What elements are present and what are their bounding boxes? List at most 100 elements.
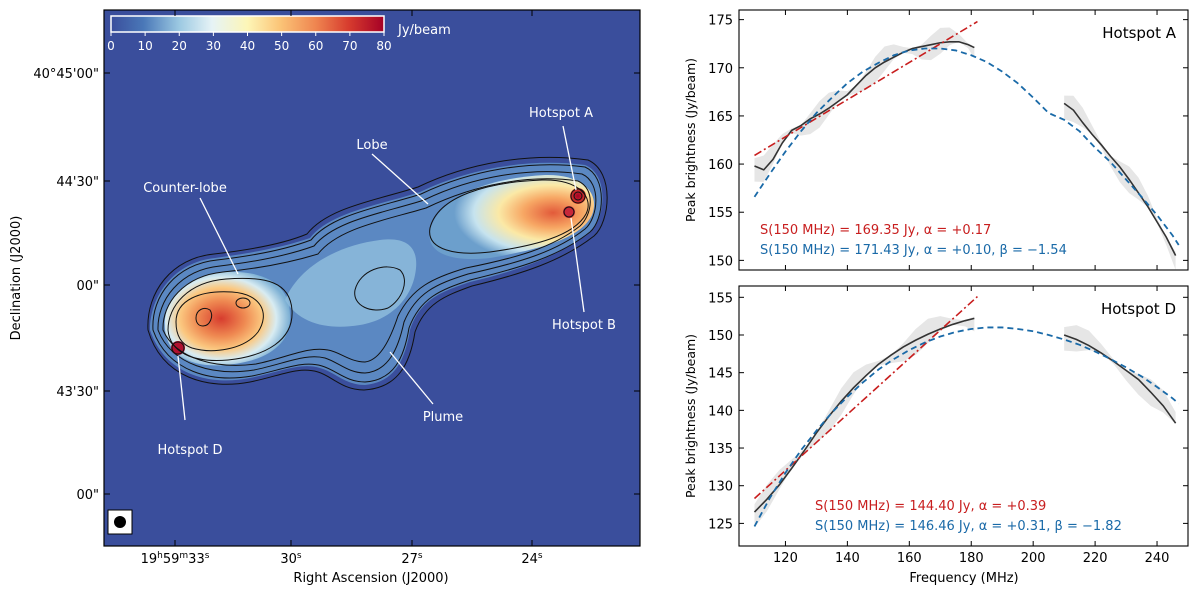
label-hotspot-a: Hotspot A — [529, 106, 593, 121]
hotspot-a-measured-low — [754, 40, 975, 171]
pointer-counter-lobe — [199, 197, 239, 275]
colorbar-tick-label-4: 40 — [240, 39, 255, 53]
xtick-label-2: 30s — [280, 551, 302, 567]
hotspot-a-frame — [738, 9, 1189, 271]
hotspot-a-ytick-label-5: 175 — [708, 14, 733, 29]
hotspot-d-ytick-label-2: 135 — [708, 442, 733, 457]
hotspot-d-xtick-label-1: 140 — [835, 551, 860, 566]
contour-bridge — [354, 266, 405, 311]
hotspot-d-ytick-label-5: 150 — [708, 329, 733, 344]
colorbar-gradient — [110, 15, 385, 33]
beam-ellipse — [114, 516, 126, 528]
bridge-emission — [285, 239, 417, 327]
hotspot-a-ytick-label-3: 165 — [708, 110, 733, 125]
hotspot-d-frame — [738, 285, 1189, 547]
ytick-label-2: 44'30" — [56, 175, 99, 190]
map-ytick-labels: 40°45'00" 44'30" 00" 43'30" 00" — [33, 67, 99, 503]
hotspot-d-xtick-label-3: 180 — [959, 551, 984, 566]
hotspot-d-curved-fit — [753, 326, 1180, 527]
pointer-plume — [389, 351, 434, 405]
hotspot-d-xtick-label-6: 240 — [1145, 551, 1170, 566]
spectrum-xlabel: Frequency (MHz) — [909, 571, 1018, 586]
xtick-label-1: 19h59m33s — [141, 551, 210, 567]
contour-hotspot-b — [563, 206, 575, 218]
hotspot-a-ytick-label-1: 155 — [708, 206, 733, 221]
label-plume: Plume — [423, 410, 463, 425]
ytick-label-1: 40°45'00" — [33, 67, 99, 82]
hotspot-d-xtick-label-0: 120 — [773, 551, 798, 566]
label-hotspot-d: Hotspot D — [157, 443, 222, 458]
ytick-label-5: 00" — [76, 488, 99, 503]
label-counter-lobe: Counter-lobe — [143, 181, 227, 196]
hotspot-d-measured-high — [1063, 334, 1177, 424]
contour-hotspot-a-inner — [573, 191, 583, 201]
label-hotspot-b: Hotspot B — [552, 318, 616, 333]
hotspot-a-ytick-label-2: 160 — [708, 158, 733, 173]
hotspot-a-title: Hotspot A — [1102, 24, 1177, 42]
hotspot-d-uncertainty-band-0 — [754, 316, 975, 528]
map-xtick-labels: 19h59m33s 30s 27s 24s — [141, 551, 543, 567]
hotspot-d-ytick-label-6: 155 — [708, 291, 733, 306]
spectrum-panel-hotspot-a: 150 155 160 165 170 175 Hotspot A Peak brightne… — [683, 9, 1189, 271]
map-axis-ticks — [104, 10, 640, 546]
hotspot-d-power-law-annotation: S(150 MHz) = 144.40 Jy, α = +0.39 — [815, 499, 1046, 514]
contour-level-6 — [429, 179, 589, 254]
colorbar-tick-label-6: 60 — [308, 39, 323, 53]
hotspot-d-uncertainty-band-1 — [1064, 325, 1176, 424]
contour-level-1 — [147, 156, 608, 391]
hotspot-d-measured-low — [753, 317, 975, 513]
pointer-hotspot-a — [562, 125, 577, 191]
colorbar-tick-label-8: 80 — [376, 39, 391, 53]
hotspot-b-emission — [563, 206, 575, 218]
map-frame — [103, 9, 641, 547]
hotspot-a-ylabel: Peak brightness (Jy/beam) — [683, 58, 698, 222]
contour-level-5 — [167, 277, 293, 361]
hotspot-d-curved-annotation: S(150 MHz) = 146.46 Jy, α = +0.31, β = −… — [815, 519, 1122, 534]
colorbar-tick-label-0: 0 — [107, 39, 115, 53]
hotspot-a-emission — [570, 188, 586, 204]
colorbar-tick-label-3: 30 — [206, 39, 221, 53]
pointer-hotspot-d — [177, 355, 186, 421]
hotspot-d-ylabel: Peak brightness (Jy/beam) — [683, 334, 698, 498]
colorbar-tick-label-2: 20 — [172, 39, 187, 53]
colorbar-tick-label-7: 70 — [342, 39, 357, 53]
contour-level-3 — [157, 171, 597, 374]
hotspot-d-xtick-label-2: 160 — [897, 551, 922, 566]
hotspot-a-uncertainty-band-0 — [754, 27, 975, 182]
ytick-label-4: 43'30" — [56, 385, 99, 400]
contour-hotspot-a — [570, 188, 586, 204]
hotspot-d-title: Hotspot D — [1101, 300, 1176, 318]
map-xlabel: Right Ascension (J2000) — [293, 571, 448, 586]
ytick-label-3: 00" — [76, 279, 99, 294]
hotspot-a-measured-high — [1063, 102, 1177, 256]
contours — [147, 156, 608, 391]
hotspot-d-ytick-label-0: 125 — [708, 517, 733, 532]
hotspot-a-power-law-fit — [754, 20, 978, 157]
contour-hotspot-d — [171, 341, 185, 355]
xtick-label-3: 27s — [401, 551, 423, 567]
hotspot-d-xtick-label-5: 220 — [1083, 551, 1108, 566]
colorbar-ticks: 0 10 20 30 40 50 60 70 80 — [107, 32, 392, 53]
pointer-lobe — [371, 153, 429, 205]
beam-symbol — [107, 509, 133, 535]
contour-level-4 — [162, 178, 591, 366]
colorbar-tick-label-1: 10 — [137, 39, 152, 53]
colorbar: 0 10 20 30 40 50 60 70 80 Jy/beam — [107, 15, 451, 53]
hotspot-d-ytick-label-4: 145 — [708, 367, 733, 382]
hotspot-a-curved-fit — [753, 47, 1180, 246]
hotspot-a-uncertainty-band-1 — [1064, 95, 1176, 270]
colorbar-tick-label-5: 50 — [274, 39, 289, 53]
annotation-pointers — [177, 125, 585, 421]
hotspot-a-ytick-label-4: 170 — [708, 62, 733, 77]
colorbar-unit: Jy/beam — [397, 23, 451, 38]
radio-map: Hotspot A Lobe Counter-lobe Hotspot B Pl… — [9, 9, 641, 586]
label-lobe: Lobe — [356, 138, 387, 153]
map-ylabel: Declination (J2000) — [9, 216, 24, 341]
contour-level-9 — [235, 297, 251, 309]
hotspot-d-ytick-label-3: 140 — [708, 404, 733, 419]
hotspot-d-xtick-label-4: 200 — [1021, 551, 1046, 566]
annotation-labels: Hotspot A Lobe Counter-lobe Hotspot B Pl… — [143, 106, 616, 458]
hotspot-d-ytick-label-1: 130 — [708, 480, 733, 495]
hotspot-a-power-law-annotation: S(150 MHz) = 169.35 Jy, α = +0.17 — [760, 223, 991, 238]
